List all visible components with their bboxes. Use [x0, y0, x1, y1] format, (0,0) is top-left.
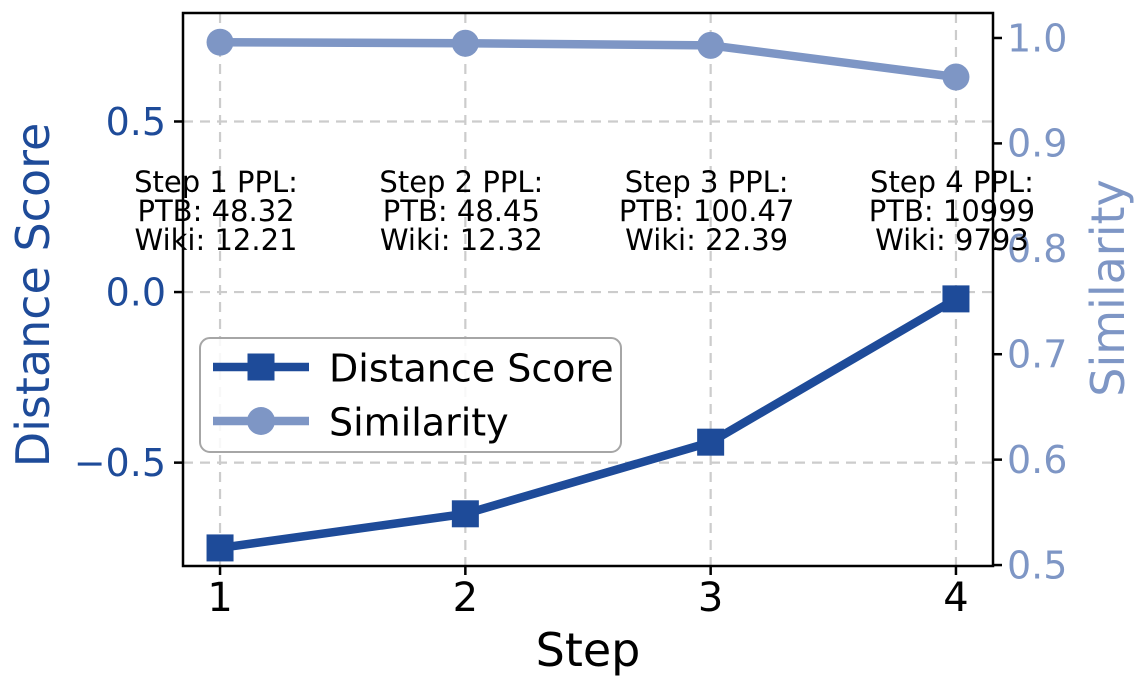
right-tick-label: 0.9	[1007, 122, 1067, 166]
left-tick-label: 0.5	[106, 100, 166, 144]
ppl-annotation-line: PTB: 10999	[869, 194, 1035, 228]
left-tick-label: −0.5	[74, 441, 166, 485]
right-tick-label: 0.6	[1007, 438, 1067, 482]
x-tick-label: 2	[453, 575, 478, 621]
legend: Distance Score Similarity	[199, 337, 622, 453]
ppl-annotation-line: PTB: 48.32	[137, 194, 294, 228]
legend-square-marker	[247, 353, 275, 381]
right-axis-label: Similarity	[1081, 179, 1135, 397]
x-tick-label: 3	[698, 575, 723, 621]
ppl-annotation-line: Step 1 PPL:	[134, 165, 298, 199]
right-tick-label: 1.0	[1007, 16, 1067, 60]
ppl-annotation-line: Step 3 PPL:	[625, 165, 789, 199]
ppl-annotation-line: Step 4 PPL:	[870, 165, 1034, 199]
right-tick-label: 0.7	[1007, 333, 1067, 377]
plot-border	[181, 11, 995, 568]
right-tick-label: 0.5	[1007, 543, 1067, 587]
x-axis-label: Step	[536, 623, 641, 677]
ppl-annotation-line: Step 2 PPL:	[379, 165, 543, 199]
ppl-annotation-line: PTB: 48.45	[383, 194, 540, 228]
ppl-annotation-line: Wiki: 12.21	[135, 223, 298, 257]
ppl-annotation-line: Wiki: 22.39	[625, 223, 788, 257]
gridlines	[183, 13, 993, 566]
x-tick-label: 4	[943, 575, 968, 621]
circle-marker	[451, 29, 479, 57]
ppl-annotation-line: Wiki: 12.32	[380, 223, 543, 257]
distance-line	[219, 295, 959, 553]
similarity-line	[220, 37, 957, 82]
ppl-annotation-line: Wiki: 9793	[875, 223, 1029, 257]
circle-marker	[206, 28, 234, 56]
legend-label: Distance Score	[329, 346, 614, 390]
circle-marker	[942, 63, 970, 91]
distance-score-series	[206, 285, 970, 562]
x-tick-label: 1	[207, 575, 232, 621]
ppl-annotation-line: PTB: 100.47	[619, 194, 795, 228]
square-marker	[206, 534, 234, 562]
similarity-series	[206, 28, 970, 91]
square-marker	[697, 428, 725, 456]
right-tick-label: 0.8	[1007, 227, 1067, 271]
tick-marks	[174, 36, 1002, 575]
square-marker	[942, 285, 970, 313]
legend-circle-marker	[247, 407, 275, 435]
square-marker	[451, 500, 479, 528]
left-tick-label: 0.0	[106, 270, 166, 314]
legend-label: Similarity	[329, 400, 509, 444]
left-axis-label: Distance Score	[6, 123, 60, 468]
circle-marker	[697, 31, 725, 59]
